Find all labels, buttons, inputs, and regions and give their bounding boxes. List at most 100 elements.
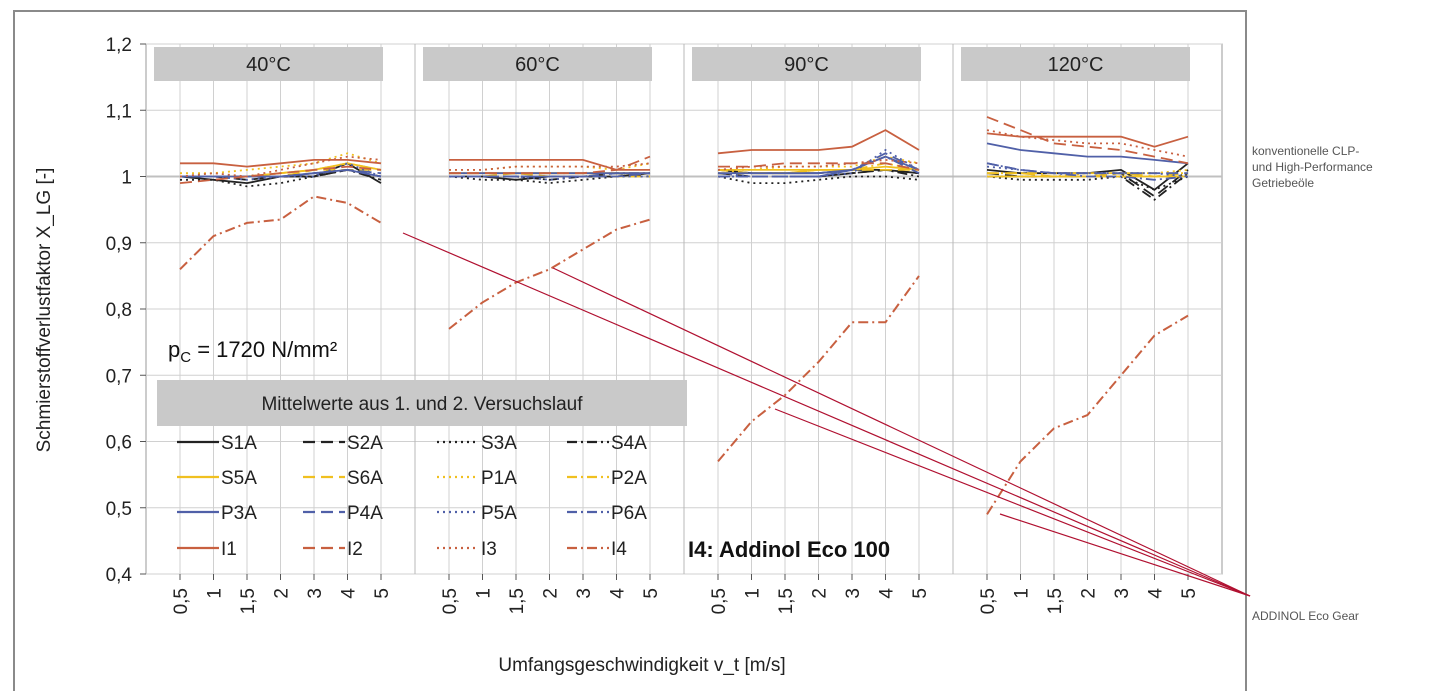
- x-tick-label: 3: [843, 588, 864, 599]
- series-line-s3a: [717, 175, 920, 185]
- series-line-p1a: [180, 152, 382, 175]
- legend-label-p2a: P2A: [611, 468, 647, 489]
- series-line-p5a: [717, 148, 920, 178]
- series-line-i4: [986, 314, 1189, 515]
- x-tick-label: 4: [1146, 588, 1167, 599]
- pointer-line-3: [774, 408, 1251, 597]
- x-tick-label: 1,5: [238, 588, 259, 614]
- legend-items: S1A S2A S3A S4A S5A S6A P1A P2A P3A P4A P5A P6A I1 I2…: [177, 433, 647, 560]
- legend-label-s4a: S4A: [611, 433, 647, 454]
- x-tick-label: 4: [877, 588, 898, 599]
- legend-label-s5a: S5A: [221, 468, 257, 489]
- x-tick-label: 4: [608, 588, 629, 599]
- x-tick-label: 0,5: [978, 588, 999, 614]
- y-tick-label: 0,7: [106, 366, 132, 387]
- x-tick-label: 1,5: [507, 588, 528, 614]
- x-tick-label: 3: [574, 588, 595, 599]
- pointer-line-4: [999, 513, 1251, 597]
- panel-title: 90°C: [784, 54, 829, 76]
- x-axis-label: Umfangsgeschwindigkeit v_t [m/s]: [498, 655, 785, 676]
- pressure-annotation: pC = 1720 N/mm²: [168, 337, 337, 366]
- pointer-lines: [402, 232, 1251, 597]
- series-line-i2: [986, 116, 1189, 165]
- panel-title: 60°C: [515, 54, 560, 76]
- i4-note: I4: Addinol Eco 100: [688, 537, 890, 562]
- series-line-i1: [986, 132, 1189, 148]
- x-tick-label: 5: [910, 588, 931, 599]
- series-line-i4: [179, 195, 382, 271]
- legend-label-p5a: P5A: [481, 503, 517, 524]
- pointer-line-2: [552, 267, 1251, 597]
- legend-title-box: [157, 380, 687, 426]
- legend-label-p6a: P6A: [611, 503, 647, 524]
- x-tick-label: 1: [205, 588, 226, 599]
- series-line-i3: [986, 129, 1189, 158]
- x-tick-label: 2: [1079, 588, 1100, 599]
- x-tick-label: 1,5: [1045, 588, 1066, 614]
- series-line-p3a: [986, 142, 1189, 165]
- series-line-p6a: [986, 162, 1189, 181]
- panel-title: 40°C: [246, 54, 291, 76]
- legend-label-s3a: S3A: [481, 433, 517, 454]
- x-tick-label: 2: [810, 588, 831, 599]
- series-line-p6a: [449, 172, 650, 178]
- x-tick-label: 3: [305, 588, 326, 599]
- legend-label-i2: I2: [347, 539, 363, 560]
- panel-header-box: [154, 47, 383, 81]
- y-tick-label: 0,4: [106, 565, 133, 586]
- series-line-p6a: [180, 168, 382, 178]
- legend-title: Mittelwerte aus 1. und 2. Versuchslauf: [261, 394, 583, 415]
- annotation-line-1: konventionelle CLP-: [1252, 144, 1360, 158]
- legend-label-s1a: S1A: [221, 433, 257, 454]
- x-tick-label: 4: [339, 588, 360, 599]
- legend-label-i4: I4: [611, 539, 627, 560]
- x-tick-label: 1: [1012, 588, 1033, 599]
- series-line-i4: [448, 218, 651, 330]
- y-axis: 0,4 0,5 0,6 0,7 0,8 0,9 1 1,1 1,2: [106, 35, 146, 586]
- y-tick-label: 0,8: [106, 300, 132, 321]
- x-axis: 0,5 1 1,5 2 3 4 5 0,5 1 1,5 2 3 4 5 0,5 1 1,5 2 3 4 5 0,5 1 1,5…: [171, 574, 1200, 614]
- series-line-p4a: [986, 162, 1188, 175]
- series-line-i4: [717, 275, 920, 463]
- annotation-line-2: und High-Performance: [1252, 160, 1373, 174]
- series-line-p3a: [718, 155, 920, 175]
- y-axis-label: Schmierstoffverlustfaktor X_LG [-]: [34, 168, 55, 453]
- pressure-subscript: C: [180, 349, 191, 366]
- x-tick-label: 2: [541, 588, 562, 599]
- grid: [146, 43, 1222, 575]
- x-tick-label: 0,5: [709, 588, 730, 614]
- annotation-line-3: Getriebeöle: [1252, 176, 1315, 190]
- x-tick-label: 1: [474, 588, 495, 599]
- y-tick-label: 0,5: [106, 499, 132, 520]
- pressure-value: = 1720 N/mm²: [191, 337, 337, 362]
- x-tick-label: 0,5: [171, 588, 192, 614]
- legend-label-p1a: P1A: [481, 468, 517, 489]
- series-line-i2: [718, 162, 920, 171]
- series-line-i3: [179, 155, 382, 178]
- panel-header-box: [961, 47, 1190, 81]
- x-tick-label: 1,5: [776, 588, 797, 614]
- y-tick-label: 1,1: [106, 101, 132, 122]
- x-tick-label: 3: [1112, 588, 1133, 599]
- annotation-conventional-oils: konventionelle CLP- und High-Performance…: [1252, 143, 1432, 191]
- series-line-i1: [717, 129, 920, 155]
- annotation-addinol-eco-gear: ADDINOL Eco Gear: [1252, 609, 1359, 623]
- y-tick-label: 1: [121, 168, 132, 189]
- series-line-p6a: [718, 155, 920, 178]
- legend-label-p3a: P3A: [221, 503, 257, 524]
- x-tick-label: 5: [372, 588, 393, 599]
- y-tick-label: 0,6: [106, 433, 132, 454]
- x-tick-label: 1: [743, 588, 764, 599]
- panel-title: 120°C: [1048, 54, 1104, 76]
- legend: Mittelwerte aus 1. und 2. Versuchslauf S…: [157, 380, 687, 560]
- legend-label-s2a: S2A: [347, 433, 383, 454]
- series-line-i2: [179, 165, 382, 184]
- y-tick-label: 0,9: [106, 234, 132, 255]
- series-layer: [179, 116, 1189, 515]
- series-line-i2: [449, 155, 651, 175]
- legend-label-p4a: P4A: [347, 503, 383, 524]
- panel-header-box: [423, 47, 652, 81]
- series-line-i1: [180, 158, 382, 168]
- pointer-line-1: [402, 232, 1251, 597]
